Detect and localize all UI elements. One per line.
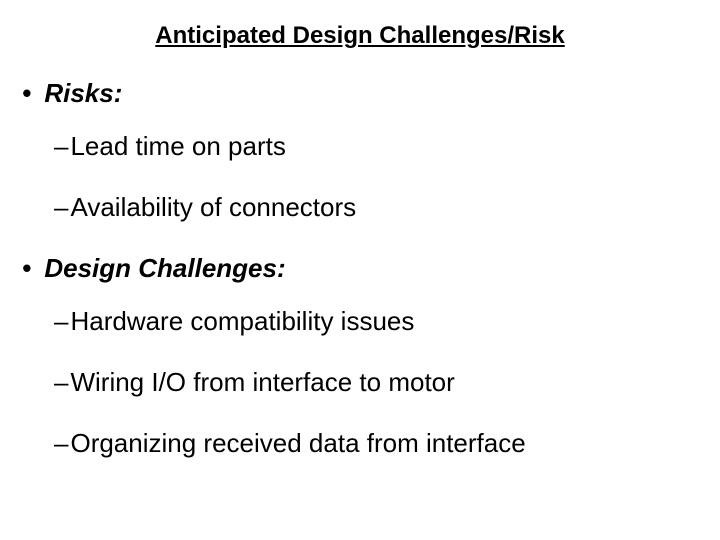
bullet-icon: •: [22, 253, 31, 284]
challenge-item-text: Hardware compatibility issues: [70, 306, 414, 336]
dash-icon: –: [54, 367, 68, 397]
section-heading-text: Risks:: [44, 78, 122, 108]
dash-icon: –: [54, 192, 68, 222]
risk-item-text: Lead time on parts: [70, 131, 285, 161]
risk-item: –Availability of connectors: [54, 192, 700, 223]
section-heading-challenges: • Design Challenges:: [22, 253, 700, 284]
challenge-item: –Hardware compatibility issues: [54, 306, 700, 337]
challenge-item-text: Organizing received data from interface: [70, 428, 525, 458]
dash-icon: –: [54, 306, 68, 336]
slide: Anticipated Design Challenges/Risk • Ris…: [0, 0, 720, 540]
challenge-item: –Wiring I/O from interface to motor: [54, 367, 700, 398]
dash-icon: –: [54, 428, 68, 458]
section-heading-text: Design Challenges:: [44, 253, 285, 283]
challenge-item: –Organizing received data from interface: [54, 428, 700, 459]
risk-item: –Lead time on parts: [54, 131, 700, 162]
risk-item-text: Availability of connectors: [70, 192, 356, 222]
dash-icon: –: [54, 131, 68, 161]
challenge-item-text: Wiring I/O from interface to motor: [70, 367, 454, 397]
section-heading-risks: • Risks:: [22, 78, 700, 109]
slide-title: Anticipated Design Challenges/Risk: [20, 22, 700, 50]
bullet-icon: •: [22, 78, 31, 109]
